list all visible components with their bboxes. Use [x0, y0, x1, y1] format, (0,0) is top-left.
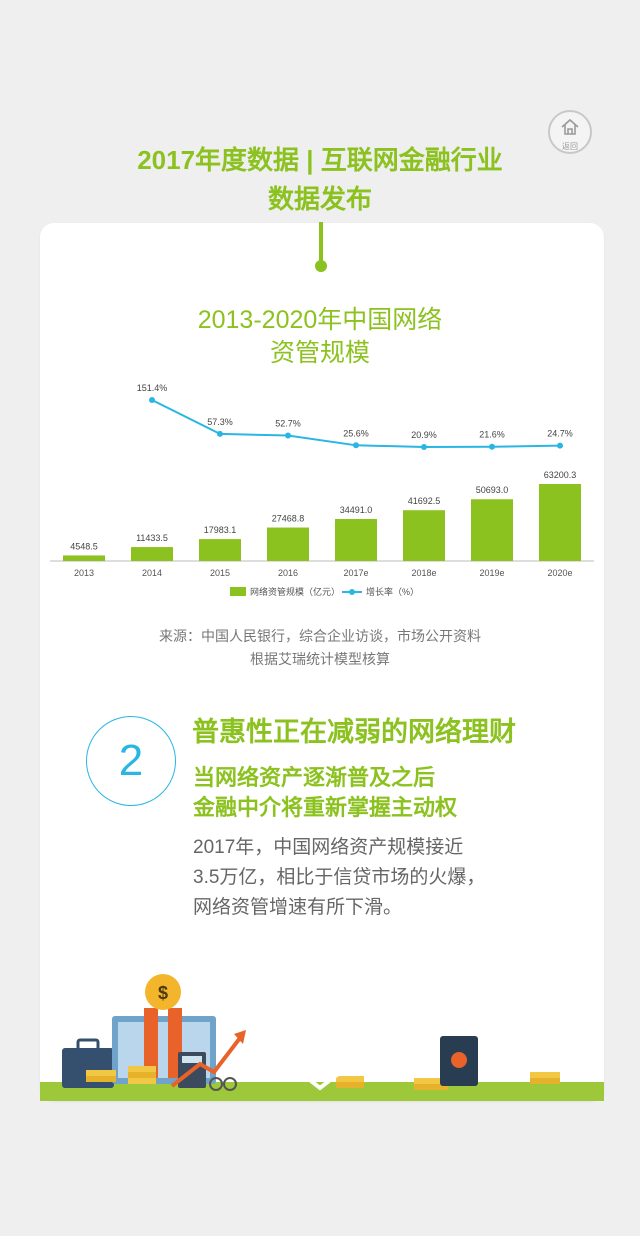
source-line2: 根据艾瑞统计模型核算 [250, 651, 390, 667]
page-title-line2: 数据发布 [267, 184, 372, 214]
line-point [489, 443, 495, 450]
bar [335, 518, 377, 561]
connector-dot [315, 260, 327, 272]
finance-illustration: $ [40, 974, 604, 1101]
line-point [149, 397, 155, 403]
line-label: 52.7% [275, 419, 301, 429]
body-line-1: 2017年，中国网络资产规模接近 [193, 837, 464, 858]
safe-icon [440, 1036, 478, 1086]
home-label: 返回 [562, 142, 578, 151]
chart-title-line1: 2013-2020年中国网络 [197, 306, 443, 334]
bar-label: 41692.5 [408, 496, 441, 506]
connector-line [319, 222, 323, 264]
body-line-3: 网络资管增速有所下滑。 [193, 897, 403, 918]
bar [63, 555, 105, 561]
line-point [421, 444, 427, 450]
bar [199, 539, 241, 561]
x-tick-label: 2016 [278, 568, 298, 578]
bar [403, 510, 445, 561]
line-point [557, 442, 563, 449]
chart-title-line2: 资管规模 [269, 339, 370, 367]
line-point [217, 430, 223, 437]
bar [131, 547, 173, 561]
line-label: 20.9% [411, 430, 437, 440]
combo-chart: 4548.5 2013 11433.5 2014 17983.1 2015 27468.8 2… [50, 383, 594, 597]
x-tick-label: 2014 [142, 568, 162, 578]
bar-label: 50693.0 [476, 485, 509, 495]
source-line1: 来源：中国人民银行，综合企业访谈，市场公开资料 [159, 628, 481, 644]
bar-label: 63200.3 [544, 470, 577, 480]
x-tick-label: 2020e [547, 568, 572, 578]
line-point [353, 442, 359, 449]
section-number: 2 [86, 716, 176, 806]
body-line-2: 3.5万亿，相比于信贷市场的火爆， [193, 867, 486, 888]
bar-label: 4548.5 [70, 541, 98, 551]
coin-symbol: $ [158, 983, 168, 1003]
legend-swatch-bar [230, 587, 246, 596]
legend-marker-line [349, 589, 355, 595]
coin-stack-icon [86, 1066, 560, 1090]
line-label: 21.6% [479, 430, 505, 440]
bar [471, 499, 513, 561]
home-button[interactable]: 返回 [548, 110, 592, 154]
home-icon [561, 118, 579, 135]
content-card [40, 223, 604, 1101]
bar [267, 527, 309, 561]
glasses-icon [209, 1077, 237, 1091]
page-title-line1: 2017年度数据 | 互联网金融行业 [137, 145, 503, 175]
section-subtitle2: 金融中介将重新掌握主动权 [193, 795, 458, 820]
section-subtitle1: 当网络资产逐渐普及之后 [193, 765, 436, 790]
growth-arrow-icon [170, 1030, 246, 1088]
x-tick-label: 2017e [343, 568, 368, 578]
scroll-down-icon[interactable] [300, 1072, 340, 1091]
x-tick-label: 2015 [210, 568, 230, 578]
line-point [285, 432, 291, 439]
x-tick-label: 2018e [411, 568, 436, 578]
legend-label-line: 增长率（%） [366, 586, 419, 597]
bar-label: 27468.8 [272, 514, 305, 524]
bar-label: 34491.0 [340, 505, 373, 515]
bar [539, 484, 581, 561]
line-label: 151.4% [137, 383, 168, 393]
line-label: 24.7% [547, 429, 573, 439]
legend-label-bar: 网络资管规模（亿元） [250, 586, 340, 597]
bar-label: 17983.1 [204, 525, 237, 535]
bar-label: 11433.5 [136, 533, 168, 543]
section-title: 普惠性正在减弱的网络理财 [192, 717, 516, 747]
line-label: 25.6% [343, 428, 369, 438]
line-label: 57.3% [207, 417, 233, 427]
x-tick-label: 2013 [74, 568, 94, 578]
x-tick-label: 2019e [479, 568, 504, 578]
